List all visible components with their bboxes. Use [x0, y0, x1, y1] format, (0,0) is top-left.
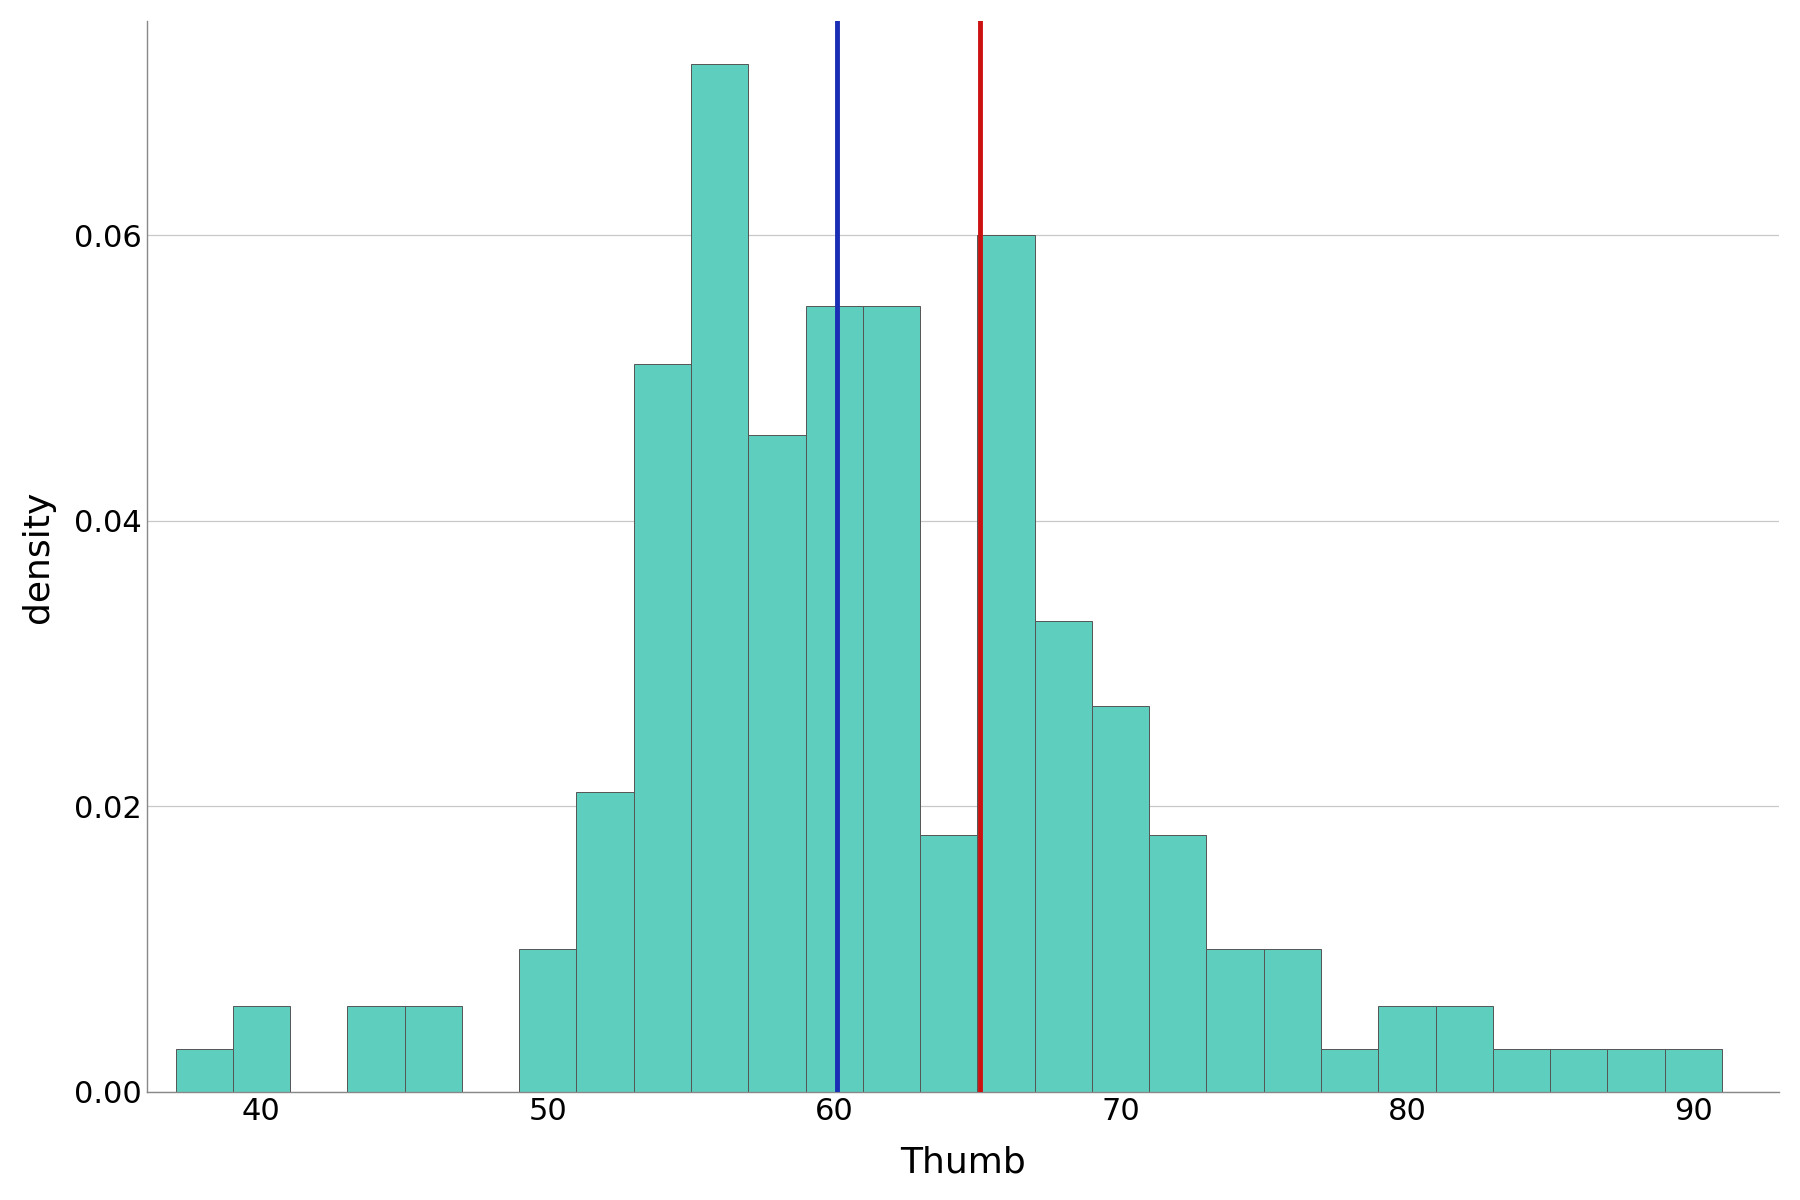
Bar	[518, 949, 576, 1092]
Bar	[1665, 1049, 1723, 1092]
Bar	[1035, 620, 1093, 1092]
Bar	[749, 434, 806, 1092]
Bar	[1492, 1049, 1550, 1092]
Bar	[920, 835, 977, 1092]
Bar	[862, 306, 920, 1092]
X-axis label: Thumb: Thumb	[900, 1145, 1026, 1180]
Bar	[634, 364, 691, 1092]
Y-axis label: density: density	[22, 490, 54, 623]
Bar	[1206, 949, 1264, 1092]
Bar	[232, 1006, 290, 1092]
Bar	[405, 1006, 463, 1092]
Bar	[576, 792, 634, 1092]
Bar	[1550, 1049, 1607, 1092]
Bar	[691, 64, 749, 1092]
Bar	[1148, 835, 1206, 1092]
Bar	[1379, 1006, 1436, 1092]
Bar	[977, 235, 1035, 1092]
Bar	[1264, 949, 1321, 1092]
Bar	[806, 306, 862, 1092]
Bar	[1436, 1006, 1492, 1092]
Bar	[1607, 1049, 1665, 1092]
Bar	[1093, 707, 1148, 1092]
Bar	[176, 1049, 232, 1092]
Bar	[347, 1006, 405, 1092]
Bar	[1321, 1049, 1379, 1092]
